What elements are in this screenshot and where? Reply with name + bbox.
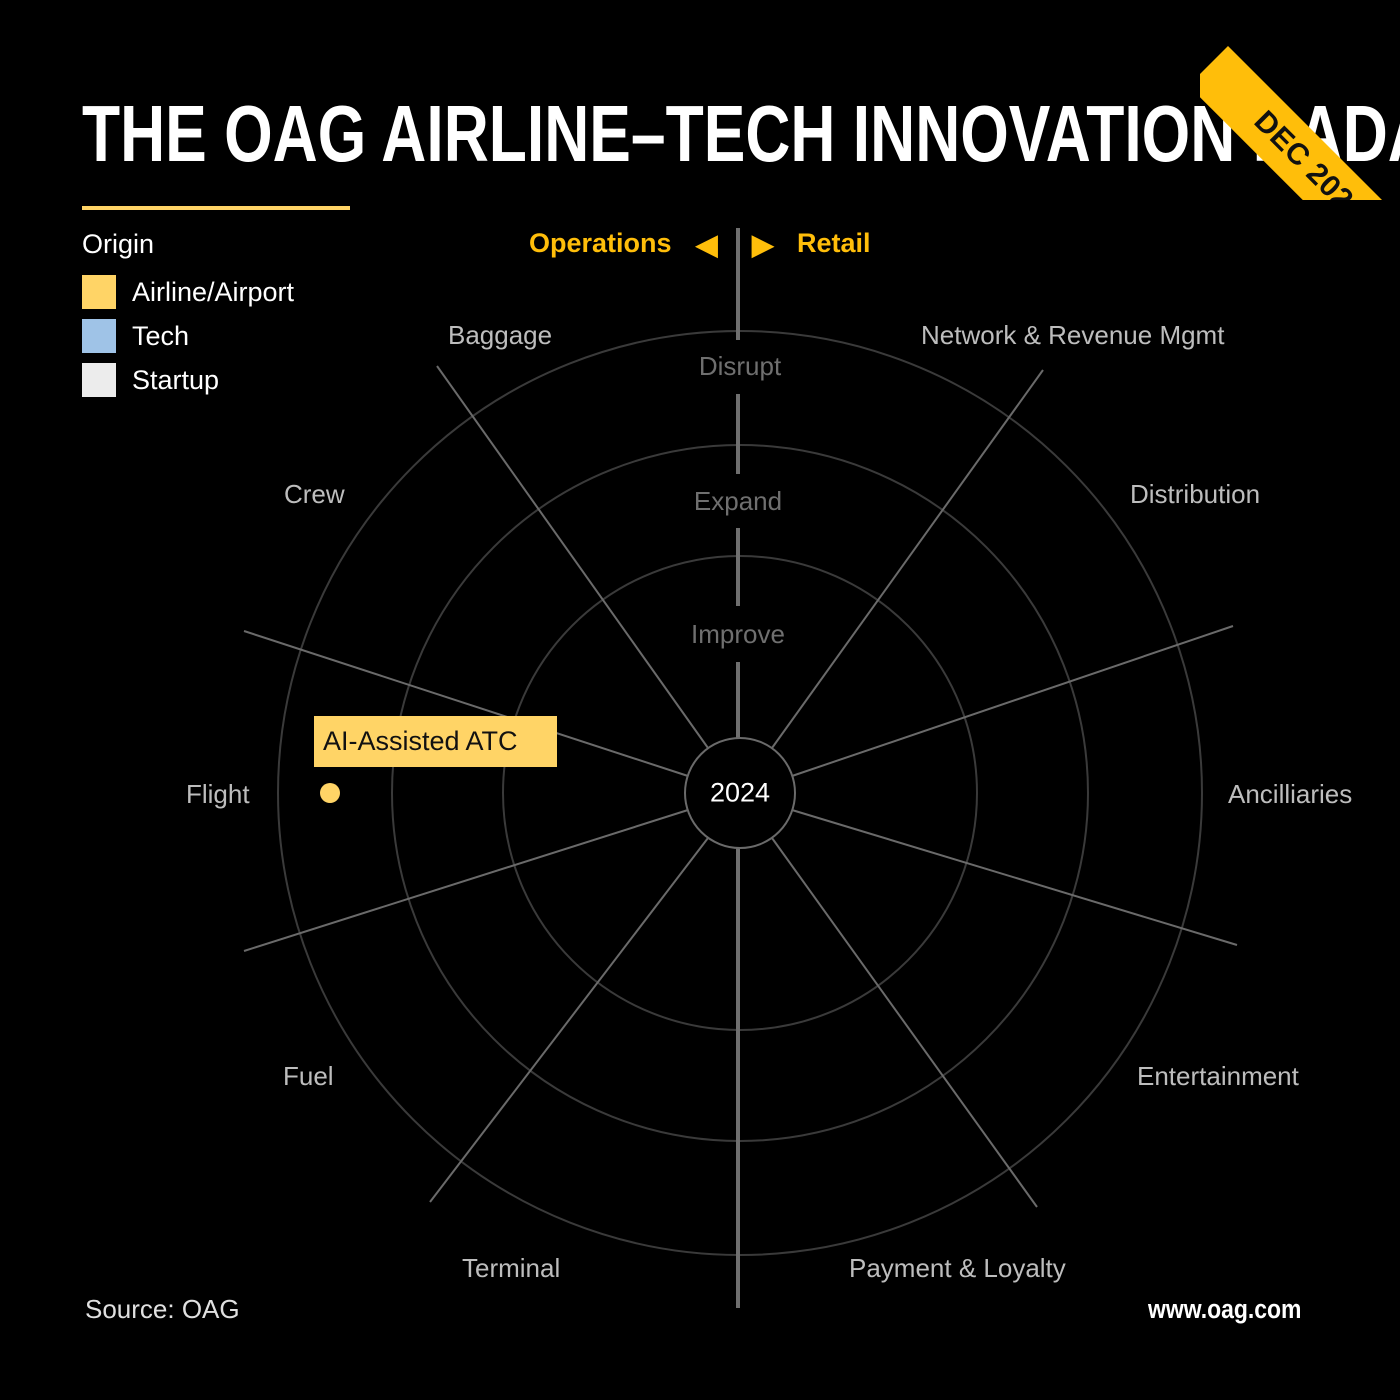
spoke <box>429 837 709 1203</box>
legend-item-startup: Startup <box>82 358 294 402</box>
sector-distribution: Distribution <box>1130 479 1261 509</box>
blip-ai-assisted-atc[interactable] <box>320 783 340 803</box>
legend-label: Startup <box>132 364 220 395</box>
right-arrow-icon: ▶ <box>752 229 774 260</box>
retail-label: Retail <box>797 228 871 258</box>
sector-entertainment: Entertainment <box>1137 1061 1299 1091</box>
ring-label-improve: Improve <box>691 619 785 649</box>
spoke <box>243 630 689 777</box>
left-arrow-icon: ◀ <box>696 229 718 260</box>
sector-crew: Crew <box>284 479 345 509</box>
legend-label: Airline/Airport <box>132 276 295 307</box>
spoke <box>791 809 1238 946</box>
hub-circle <box>684 737 796 849</box>
ring-label-disrupt: Disrupt <box>698 351 782 381</box>
date-ribbon: DEC 2024 <box>1200 0 1400 200</box>
spoke <box>791 625 1234 777</box>
title-underline <box>82 206 350 210</box>
sector-network-revenue: Network & Revenue Mgmt <box>921 320 1225 350</box>
sector-payment-loyalty: Payment & Loyalty <box>849 1253 1066 1283</box>
page-title: THE OAG AIRLINE–TECH INNOVATION RADAR <box>82 89 1400 178</box>
spoke <box>771 837 1038 1208</box>
ribbon-text: DEC 2024 <box>1247 104 1372 200</box>
operations-label: Operations <box>529 228 672 258</box>
spoke <box>436 365 709 749</box>
sector-baggage: Baggage <box>448 320 553 350</box>
swatch-tech <box>82 319 116 353</box>
swatch-airline <box>82 275 116 309</box>
hub-year: 2024 <box>709 777 771 808</box>
legend-item-airline: Airline/Airport <box>82 270 294 314</box>
blip-label-ai-assisted-atc[interactable]: AI-Assisted ATC <box>314 716 557 767</box>
swatch-startup <box>82 363 116 397</box>
ring-label-expand: Expand <box>693 486 783 516</box>
legend-label: Tech <box>132 320 190 351</box>
spoke <box>771 369 1044 749</box>
legend: Origin Airline/Airport Tech Startup <box>82 226 294 402</box>
sector-fuel: Fuel <box>283 1061 334 1091</box>
source-note: Source: OAG <box>85 1294 240 1324</box>
sector-flight: Flight <box>186 779 250 809</box>
website-link[interactable]: www.oag.com <box>1148 1294 1302 1324</box>
legend-item-tech: Tech <box>82 314 294 358</box>
spoke <box>243 809 689 952</box>
sector-terminal: Terminal <box>462 1253 561 1283</box>
sector-ancilliaries: Ancilliaries <box>1228 779 1353 809</box>
legend-title: Origin <box>82 229 155 259</box>
